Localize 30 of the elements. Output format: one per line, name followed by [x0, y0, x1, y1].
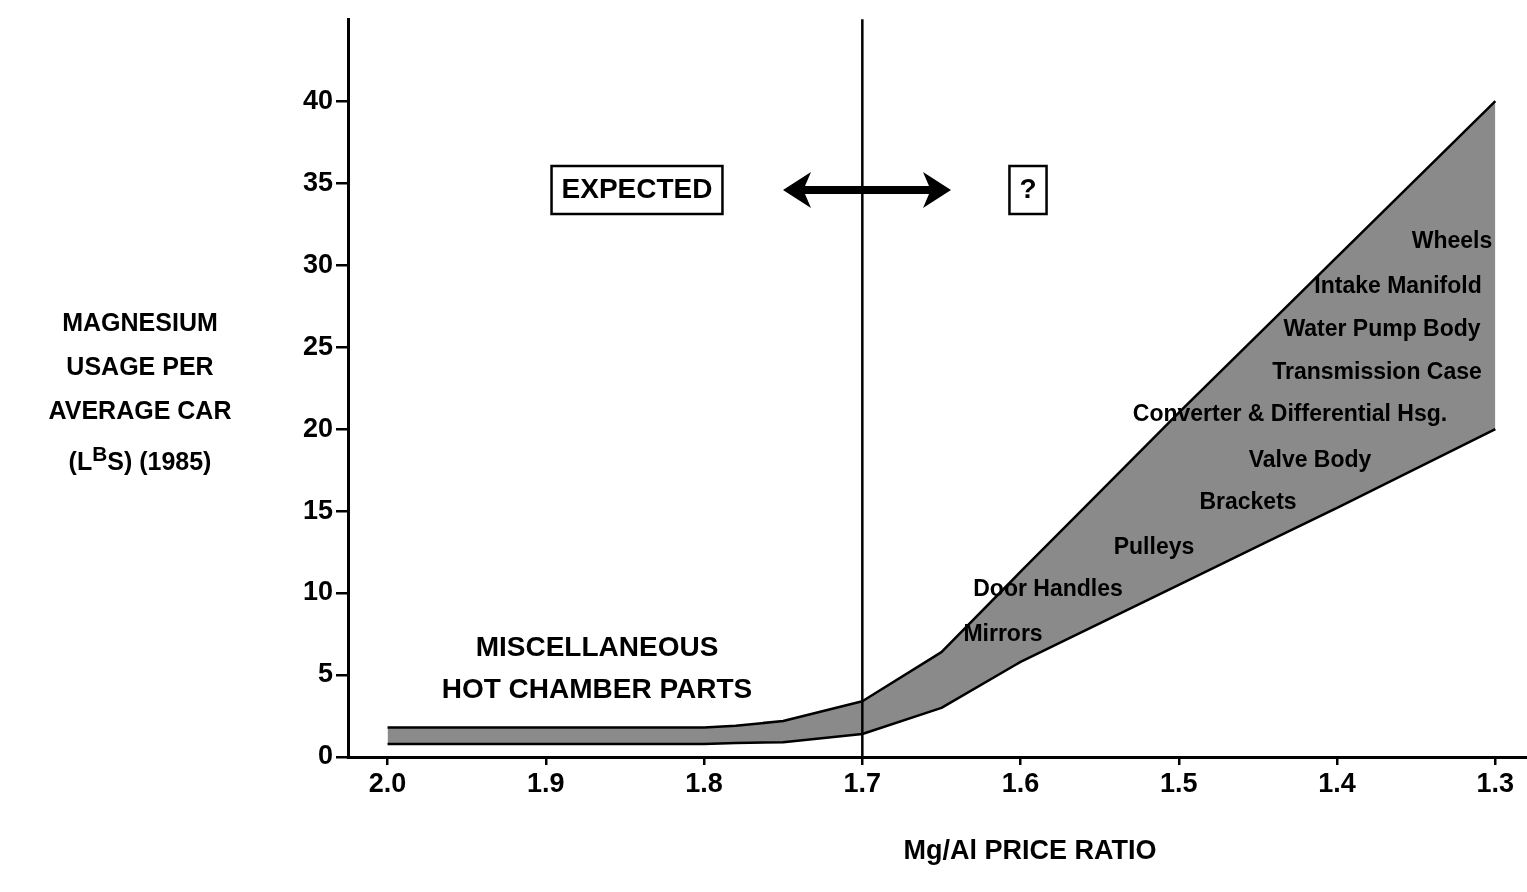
x-tick-label: 1.4: [1318, 767, 1356, 798]
x-tick-label: 1.6: [1001, 767, 1040, 798]
annotation: MISCELLANEOUS HOT CHAMBER PARTS: [441, 630, 753, 704]
x-tick-label: 1.8: [685, 767, 723, 798]
annotation: ?: [1019, 172, 1037, 204]
y-tick-label: 20: [302, 412, 333, 443]
y-tick-label: 10: [302, 576, 333, 607]
y-tick-label: 15: [302, 494, 333, 525]
annotation: Pulleys: [1113, 533, 1195, 560]
y-tick-label: 30: [302, 248, 333, 279]
x-tick-label: 1.9: [527, 767, 565, 798]
y-tick-label: 25: [302, 330, 333, 361]
y-tick-label: 5: [317, 658, 333, 689]
x-tick-label: 1.5: [1160, 767, 1198, 798]
annotation: Mirrors: [963, 620, 1043, 647]
annotation: EXPECTED: [561, 172, 713, 204]
y-tick-label: 40: [302, 84, 333, 115]
annotation: Water Pump Body: [1283, 315, 1481, 342]
x-tick-label: 1.3: [1476, 767, 1515, 798]
x-axis-title: Mg/Al PRICE RATIO: [902, 835, 1158, 866]
annotation: Wheels: [1411, 227, 1493, 254]
x-tick-label: 1.7: [843, 767, 882, 798]
x-tick-label: 2.0: [368, 767, 407, 798]
y-axis-title: MAGNESIUM USAGE PER AVERAGE CAR (L$^{B}$S) (1985): [47, 307, 233, 478]
y-tick-label: 35: [302, 166, 333, 197]
annotation: Brackets: [1199, 488, 1297, 515]
annotation: Valve Body: [1248, 446, 1372, 473]
annotation: Transmission Case: [1272, 358, 1482, 385]
annotation: Intake Manifold: [1314, 272, 1482, 299]
y-tick-label: 0: [317, 740, 333, 771]
